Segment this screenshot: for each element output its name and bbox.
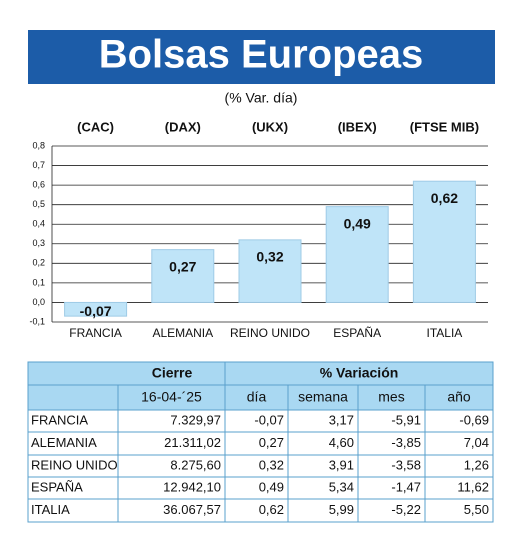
index-label: (IBEX) [338,119,377,134]
table-cell: -5,91 [391,412,421,427]
table-subheader: día [247,389,267,405]
table-cell: 0,62 [259,502,284,517]
table-cell: 0,32 [259,457,284,472]
value-label: 0,49 [344,215,371,231]
table-cell: 7.329,97 [170,412,221,427]
table-row-name: ITALIA [31,502,70,517]
table-cell: 1,26 [464,457,489,472]
x-tick-label: ITALIA [427,326,463,340]
table-cell: -1,47 [391,479,421,494]
title: Bolsas Europeas [99,33,424,77]
x-tick-label: ESPAÑA [333,326,381,340]
x-tick-label: ALEMANIA [152,326,213,340]
table-cell: 11,62 [457,479,489,494]
y-tick-label: 0,6 [32,179,45,189]
y-tick-label: 0,8 [32,140,45,150]
y-tick-label: 0,2 [32,258,45,268]
value-label: -0,07 [80,303,112,319]
table-frame [27,361,494,523]
y-tick-label: 0,7 [32,160,45,170]
bar [64,301,128,317]
table-row-name: ESPAÑA [31,479,83,494]
bar [325,206,389,303]
y-tick-label: 0,3 [32,238,45,248]
index-label: (UKX) [252,119,288,134]
table-cell: 7,04 [464,435,489,450]
table-cell: -0,69 [459,412,489,427]
bar [412,180,476,303]
table-subheader: mes [378,389,404,405]
x-tick-label: FRANCIA [69,326,122,340]
y-tick-label: -0,1 [29,316,45,326]
table-subheader: semana [298,389,348,405]
index-label: (FTSE MIB) [410,119,479,134]
value-label: 0,32 [256,249,283,265]
table-header: % Variación [320,365,399,381]
table-cell: 0,27 [259,435,284,450]
table-cell: -3,85 [391,435,421,450]
index-label: (CAC) [77,119,114,134]
table-subheader: año [447,389,471,405]
table-subheader: 16-04-´25 [141,389,202,405]
table-cell: 36.067,57 [163,502,221,517]
y-tick-label: 0,0 [32,297,45,307]
table-header: Cierre [152,365,193,381]
table-cell: 3,91 [329,457,354,472]
y-tick-label: 0,1 [32,277,45,287]
subtitle: (% Var. día) [225,90,298,106]
table-cell: 5,50 [464,502,489,517]
y-tick-label: 0,4 [32,219,45,229]
table-cell: 21.311,02 [164,435,221,450]
table-cell: -0,07 [254,412,284,427]
table-cell: 0,49 [259,479,284,494]
value-label: 0,62 [431,190,458,206]
x-tick-label: REINO UNIDO [230,326,310,340]
table-row-name: FRANCIA [31,412,88,427]
table-cell: 5,99 [329,502,354,517]
y-tick-label: 0,5 [32,199,45,209]
table-cell: 12.942,10 [163,479,221,494]
table-cell: 8.275,60 [170,457,221,472]
title-bar [28,30,495,84]
bar [238,239,302,303]
value-label: 0,27 [169,258,196,274]
index-label: (DAX) [165,119,201,134]
table-cell: 4,60 [329,435,354,450]
table-cell: -3,58 [391,457,421,472]
table-cell: 3,17 [329,412,354,427]
bar [151,249,215,303]
table-header-bg [28,362,493,410]
table-row-name: REINO UNIDO [31,457,118,472]
table-cell: 5,34 [329,479,354,494]
table-row-name: ALEMANIA [31,435,97,450]
table-cell: -5,22 [391,502,421,517]
